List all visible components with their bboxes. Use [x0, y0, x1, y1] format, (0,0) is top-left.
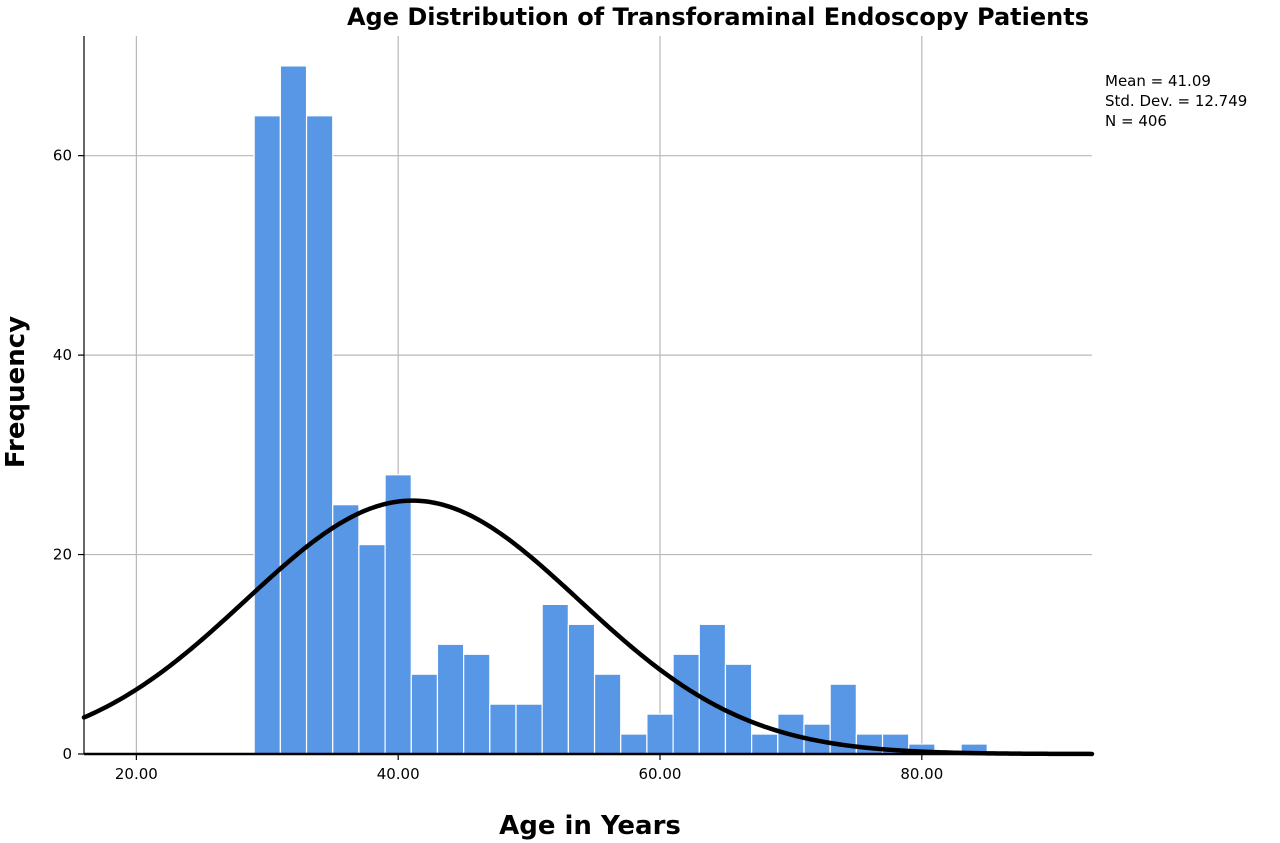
- histogram-bar: [358, 543, 386, 755]
- y-axis-label: Frequency: [1, 316, 31, 468]
- y-tick-label: 20: [53, 546, 72, 564]
- histogram-bar: [410, 673, 439, 755]
- histogram-bar: [620, 733, 648, 755]
- normal-curve-layer: [81, 498, 1095, 757]
- chart-title: Age Distribution of Transforaminal Endos…: [347, 3, 1089, 31]
- stats-std-dev: Std. Dev. = 12.749: [1105, 92, 1247, 110]
- histogram-bar: [672, 653, 700, 755]
- x-tick-label: 60.00: [639, 765, 682, 783]
- histogram-bar: [305, 115, 334, 755]
- y-tick-label: 0: [62, 745, 72, 763]
- normal-curve: [81, 498, 1095, 757]
- histogram-bars: [253, 65, 988, 755]
- histogram-bar: [332, 504, 360, 755]
- x-axis-label: Age in Years: [499, 811, 681, 841]
- histogram-bar: [751, 733, 779, 755]
- y-tick-label: 60: [53, 147, 72, 165]
- histogram-bar: [593, 673, 622, 755]
- histogram-bar: [384, 474, 412, 755]
- x-tick-label: 20.00: [115, 765, 158, 783]
- histogram-bar: [724, 663, 753, 755]
- histogram-bar: [515, 703, 543, 755]
- tick-labels: 20.00 40.00 60.00 80.00 0 20 40 60: [53, 147, 943, 783]
- histogram-bar: [436, 643, 465, 755]
- histogram-bar: [253, 115, 281, 755]
- histogram-bar: [541, 603, 569, 755]
- x-tick-label: 40.00: [377, 765, 420, 783]
- histogram-bar: [489, 703, 517, 755]
- histogram-bar: [463, 653, 491, 755]
- histogram-bar: [698, 623, 727, 755]
- histogram-bar: [279, 65, 308, 755]
- stats-mean: Mean = 41.09: [1105, 72, 1211, 90]
- grid-lines: [84, 36, 1092, 754]
- x-tick-label: 80.00: [900, 765, 943, 783]
- y-tick-label: 40: [53, 346, 72, 364]
- histogram-bar: [567, 623, 596, 755]
- histogram-bar: [646, 713, 674, 755]
- stats-box: Mean = 41.09 Std. Dev. = 12.749 N = 406: [1105, 72, 1247, 130]
- stats-n: N = 406: [1105, 112, 1167, 130]
